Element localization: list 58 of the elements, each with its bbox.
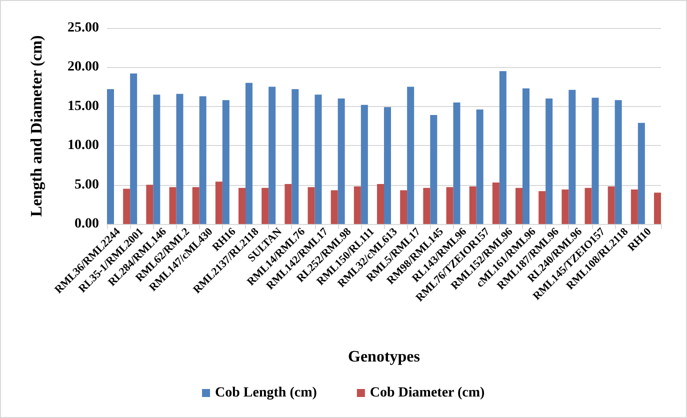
- bar: [292, 89, 299, 224]
- bar: [546, 98, 553, 224]
- bar: [245, 82, 252, 224]
- bar: [499, 71, 506, 224]
- bar: [608, 186, 615, 224]
- y-tick-label: 5.00: [74, 177, 99, 192]
- bar: [330, 190, 338, 224]
- bar: [592, 98, 599, 224]
- bar: [423, 188, 430, 224]
- bar: [238, 188, 246, 224]
- bar: [123, 188, 130, 224]
- bar: [407, 86, 414, 224]
- bar: [268, 86, 276, 224]
- legend-label: Cob Diameter (cm): [370, 386, 486, 400]
- x-axis-title: Genotypes: [348, 348, 420, 366]
- bar: [430, 115, 438, 224]
- y-tick-label: 25.00: [68, 20, 99, 36]
- y-tick-label: 20.00: [68, 60, 99, 75]
- bar: [192, 187, 200, 224]
- bar: [384, 107, 391, 224]
- bar: [107, 89, 114, 224]
- bar: [446, 187, 454, 224]
- bar: [516, 188, 523, 224]
- bar: [169, 187, 176, 224]
- y-tick-label: 0.00: [74, 216, 99, 232]
- bar: [400, 190, 408, 224]
- bar: [492, 182, 500, 224]
- bar: [469, 186, 476, 224]
- bar: [476, 110, 484, 224]
- bar: [638, 122, 645, 224]
- bar: [284, 184, 292, 224]
- bar: [153, 94, 160, 224]
- legend-label: Cob Length (cm): [215, 386, 318, 400]
- bar: [314, 94, 322, 224]
- bar: [146, 184, 154, 224]
- y-tick-label: 10.00: [68, 138, 99, 154]
- bar: [262, 188, 269, 224]
- bar: [176, 94, 184, 224]
- bar: [654, 192, 661, 224]
- bar: [199, 96, 206, 224]
- bar: [360, 104, 368, 224]
- bar: [308, 187, 315, 224]
- bar: [222, 100, 230, 224]
- bar: [568, 90, 576, 224]
- bar: [614, 100, 622, 224]
- bar: [584, 188, 592, 224]
- bar: [453, 102, 460, 224]
- bar: [377, 184, 384, 224]
- bar: [338, 98, 345, 224]
- bar: [354, 186, 361, 224]
- bar: [538, 191, 546, 224]
- bar: [215, 182, 222, 224]
- bar: [522, 88, 530, 224]
- bar: [630, 190, 638, 224]
- y-tick-label: 15.00: [68, 98, 99, 114]
- bar: [562, 190, 569, 224]
- y-axis-title: Length and Diameter (cm): [28, 35, 46, 217]
- bar: [130, 73, 138, 224]
